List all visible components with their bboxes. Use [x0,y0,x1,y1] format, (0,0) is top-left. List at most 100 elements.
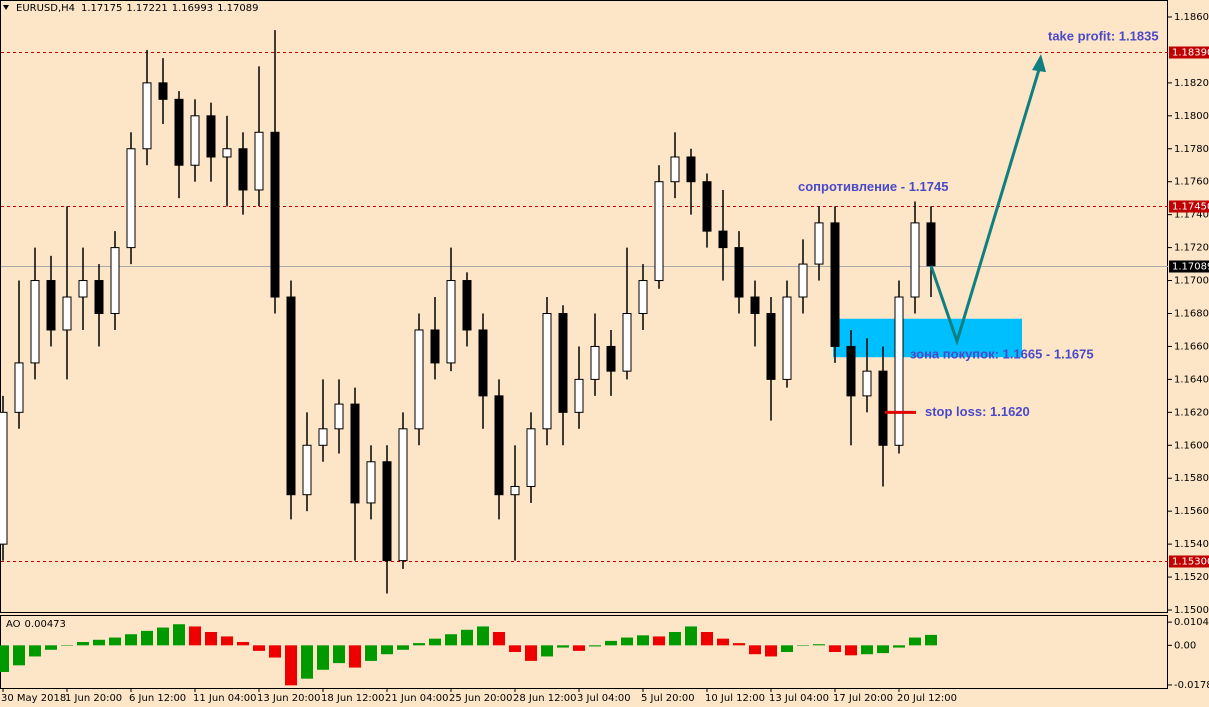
ao-bar [525,645,537,661]
ao-bar [493,632,505,646]
x-tick-label: 25 Jun 20:00 [449,693,513,704]
ao-bar [717,638,729,646]
x-tick-label: 3 Jul 04:00 [577,693,631,704]
indicator-header: AO 0.00473 [6,619,66,630]
level-label: 1.17089 [1172,262,1209,273]
ao-bar [477,626,489,646]
candle-body [206,115,216,158]
ao-bar [589,645,601,647]
candle-body [638,280,648,314]
candle-body [558,312,568,413]
x-tick-label: 11 Jun 04:00 [193,693,257,704]
candle-body [494,395,504,496]
ao-bar [397,645,409,650]
candle-body [126,148,136,249]
candle-body [382,461,392,562]
ao-bar [413,643,425,646]
x-tick-label: 5 Jul 20:00 [641,693,695,704]
ao-bar [141,630,153,646]
candle-body [366,461,376,504]
candle-body [78,280,88,298]
x-tick-label: 13 Jul 04:00 [769,693,829,704]
ao-bar [205,632,217,646]
level-label: 1.17450 [1172,202,1209,213]
ao-bar [333,645,345,664]
ao-bar [573,645,585,651]
y-tick-label: 1.15000 [1174,605,1209,616]
ao-bar [701,632,713,646]
y-tick-label: 1.17400 [1174,210,1209,221]
x-tick-label: 28 Jun 12:00 [513,693,577,704]
main-frame [0,0,1168,613]
ao-bar [813,644,825,646]
zone-label: зона покупок: 1.1665 - 1.1675 [910,347,1094,362]
ao-bar [45,645,57,650]
y-tick-label: 1.17600 [1174,177,1209,188]
candle-body [174,98,184,166]
y-tick-label: 1.17000 [1174,276,1209,287]
ind-tick-label: 0.00 [1174,640,1196,651]
arrow-head [1032,54,1046,73]
candle-body [30,280,40,364]
candle-body [478,329,488,397]
ao-bar [861,645,873,655]
x-tick-label: 13 Jun 20:00 [257,693,321,704]
ao-bar [13,645,25,666]
y-tick-label: 1.16200 [1174,407,1209,418]
level-box [1169,200,1209,213]
ao-bar [925,634,937,646]
ao-bar [541,645,553,657]
candle-body [526,428,536,487]
ao-bar [349,645,361,668]
level-box [1169,555,1209,568]
header-high: 1.17221 [126,3,167,14]
ao-bar [365,645,377,661]
x-tick-label: 18 Jun 12:00 [321,693,385,704]
ao-bar [637,635,649,646]
y-tick-label: 1.16600 [1174,341,1209,352]
candle-body [622,312,632,372]
header: EURUSD,H4 1.17175 1.17221 1.16993 1.17089 [16,3,258,14]
ind-tick-label: -0.01783 [1174,680,1209,691]
candle-body [62,296,72,331]
candle-body [878,370,888,446]
ao-bar [429,638,441,646]
ao-bar [157,627,169,646]
ao-bar [845,645,857,656]
indicator-name: AO [6,619,21,630]
candle-body [302,444,312,496]
ao-bar [221,636,233,646]
candle-body [94,280,104,314]
y-tick-label: 1.15600 [1174,506,1209,517]
ao-bar [829,645,841,652]
candle-body [510,485,520,496]
ao-bar [765,645,777,657]
ao-bar [253,645,265,651]
ao-bar [461,629,473,646]
ao-bar [653,636,665,646]
candle-body [798,263,808,298]
candle-body [830,222,840,347]
candle-body [702,181,712,232]
ao-bar [269,645,281,658]
header-low: 1.16993 [172,3,213,14]
stop-loss-label: stop loss: 1.1620 [925,404,1030,419]
candle-body [222,148,232,158]
candle-body [590,345,600,380]
candle-body [670,156,680,183]
level-label: 1.18390 [1172,48,1209,59]
candle-body [398,428,408,562]
y-tick-label: 1.16800 [1174,308,1209,319]
ao-bar [93,639,105,646]
y-tick-label: 1.17800 [1174,144,1209,155]
level-label: 1.15300 [1172,557,1209,568]
y-tick-label: 1.15200 [1174,572,1209,583]
ao-bar [909,637,921,646]
indicator-value: 0.00473 [25,619,66,630]
candle-body [894,296,904,446]
candle-body [46,280,56,331]
candle-body [430,329,440,364]
candle-body [286,296,296,496]
ao-bar [509,645,521,652]
